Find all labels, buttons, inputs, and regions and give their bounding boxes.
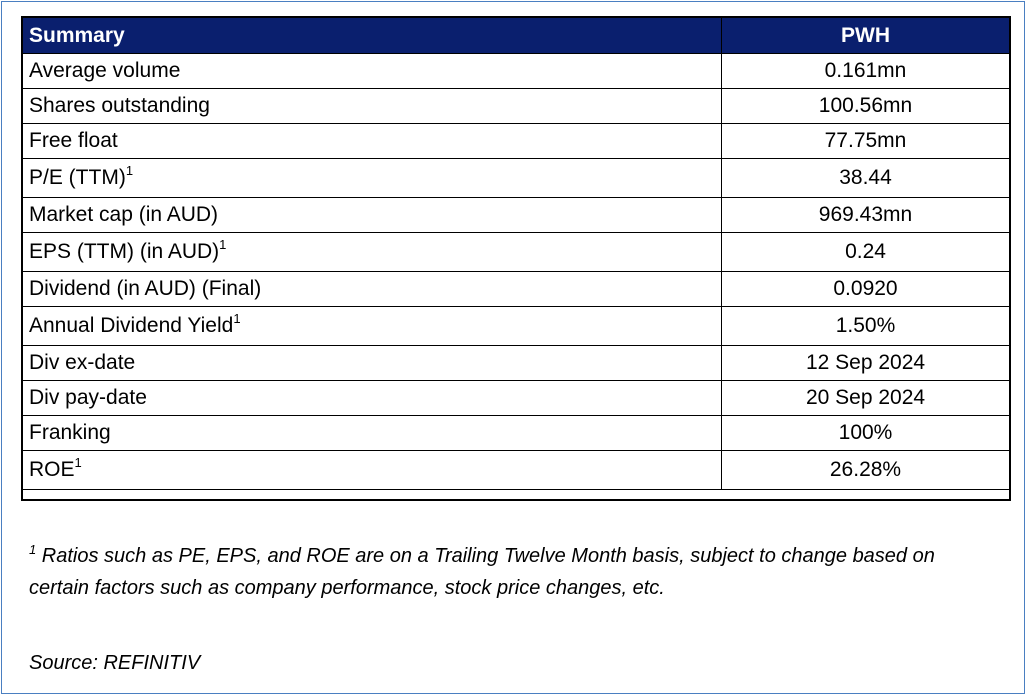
row-value: 100.56mn: [721, 88, 1010, 124]
row-label-text: EPS (TTM) (in AUD): [29, 240, 220, 263]
row-value: 0.24: [721, 232, 1010, 272]
row-label: Free float: [22, 123, 722, 159]
row-label-text: Franking: [29, 421, 111, 444]
footnote-ref: 1: [125, 163, 134, 178]
row-value: 1.50%: [721, 306, 1010, 346]
table-row: P/E (TTM)1 38.44: [22, 158, 1010, 198]
footnote-ref: 1: [74, 455, 82, 470]
row-label-text: Free float: [29, 129, 118, 152]
table-row: Div pay-date 20 Sep 2024: [22, 380, 1010, 416]
footnote-ref: 1: [233, 311, 241, 326]
table-row: ROE1 26.28%: [22, 450, 1010, 490]
row-label: Franking: [22, 415, 722, 451]
row-label: Average volume: [22, 53, 722, 89]
row-label-text: Div ex-date: [29, 351, 136, 374]
footnote-marker: 1: [29, 542, 37, 557]
table-row: Free float 77.75mn: [22, 123, 1010, 159]
row-label: Market cap (in AUD): [22, 197, 722, 233]
row-label: Dividend (in AUD) (Final): [22, 271, 722, 307]
summary-table: Summary PWH Average volume 0.161mn Shares …: [22, 17, 1010, 490]
table-row: Annual Dividend Yield1 1.50%: [22, 306, 1010, 346]
row-label-text: Market cap (in AUD): [29, 203, 219, 226]
source-note: Source: REFINITIV: [29, 652, 201, 674]
row-label-text: Annual Dividend Yield: [29, 314, 234, 337]
table-row: EPS (TTM) (in AUD)1 0.24: [22, 232, 1010, 272]
row-label-text: Div pay-date: [29, 386, 147, 409]
row-value: 0.161mn: [721, 53, 1010, 89]
row-value: 0.0920: [721, 271, 1010, 307]
table-row: Shares outstanding 100.56mn: [22, 88, 1010, 124]
row-value: 38.44: [721, 158, 1010, 198]
table-header-row: Summary PWH: [22, 17, 1010, 54]
row-label-text: ROE: [29, 458, 75, 481]
footnote-ref: 1: [219, 237, 227, 252]
table-row: Average volume 0.161mn: [22, 53, 1010, 89]
footnote-text: Ratios such as PE, EPS, and ROE are on a…: [29, 545, 935, 599]
table-row: Div ex-date 12 Sep 2024: [22, 345, 1010, 381]
table-row: Dividend (in AUD) (Final) 0.0920: [22, 271, 1010, 307]
header-summary: Summary: [22, 17, 722, 54]
row-label-text: P/E (TTM): [29, 166, 126, 189]
row-label-text: Shares outstanding: [29, 94, 210, 117]
row-label: Shares outstanding: [22, 88, 722, 124]
row-label: EPS (TTM) (in AUD)1: [22, 232, 722, 272]
row-value: 77.75mn: [721, 123, 1010, 159]
row-label-text: Average volume: [29, 59, 181, 82]
row-label: ROE1: [22, 450, 722, 490]
table-row: Market cap (in AUD) 969.43mn: [22, 197, 1010, 233]
table-row: Franking 100%: [22, 415, 1010, 451]
header-ticker: PWH: [721, 17, 1010, 54]
row-label-text: Dividend (in AUD) (Final): [29, 277, 262, 300]
row-value: 100%: [721, 415, 1010, 451]
row-value: 26.28%: [721, 450, 1010, 490]
row-value: 20 Sep 2024: [721, 380, 1010, 416]
row-label: Annual Dividend Yield1: [22, 306, 722, 346]
row-value: 969.43mn: [721, 197, 1010, 233]
row-value: 12 Sep 2024: [721, 345, 1010, 381]
footnote: 1 Ratios such as PE, EPS, and ROE are on…: [29, 540, 999, 604]
row-label: Div ex-date: [22, 345, 722, 381]
row-label: P/E (TTM)1: [22, 158, 722, 198]
row-label: Div pay-date: [22, 380, 722, 416]
